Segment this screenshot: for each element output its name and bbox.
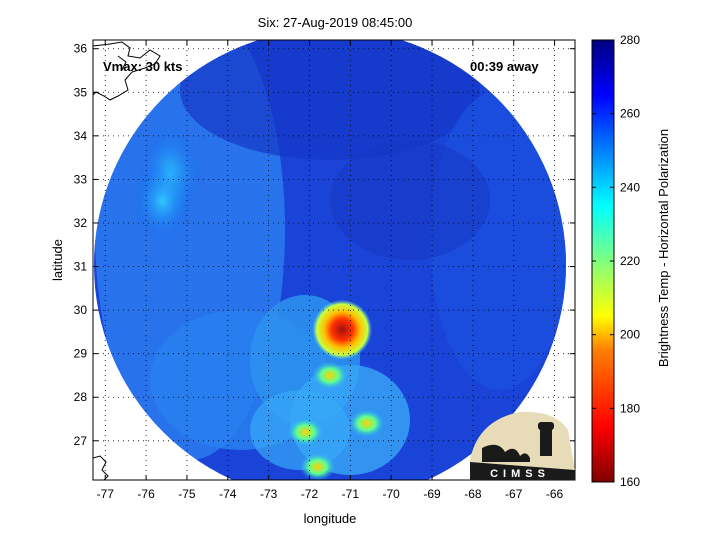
colorbar-tick-label: 280 [620,33,640,47]
x-tick-label: -66 [546,487,564,501]
x-tick-label: -75 [178,487,196,501]
band-cell-4 [299,452,336,480]
colorbar-label: Brightness Temp - Horizontal Polarizatio… [656,129,671,367]
time-away-label: 00:39 away [470,59,539,74]
x-tick-label: -76 [137,487,155,501]
colorbar-tick-label: 160 [620,475,640,489]
cimss-logo: CIMSS [470,411,575,480]
y-tick-label: 27 [74,434,88,448]
y-axis-ticks: 27 28 29 30 31 32 33 34 35 36 [74,42,575,448]
x-tick-label: -69 [423,487,441,501]
y-tick-label: 32 [74,216,88,230]
x-axis-ticks: -77 -76 -75 -74 -73 -72 -71 -70 -69 -68 -67 -66 [97,40,564,501]
cool-patch-west [132,161,193,242]
x-tick-label: -74 [219,487,237,501]
band-cell-1 [311,361,348,390]
x-tick-label: -73 [260,487,278,501]
y-tick-label: 36 [74,42,88,56]
grid [93,40,575,480]
colorbar-ticks: 280 260 240 220 200 180 160 [592,33,640,489]
x-tick-label: -72 [301,487,319,501]
band-cell-2 [348,409,385,438]
storm-ring [312,299,373,360]
x-tick-label: -68 [464,487,482,501]
colorbar-tick-label: 220 [620,254,640,268]
x-tick-label: -70 [383,487,401,501]
y-tick-label: 31 [74,260,88,274]
x-tick-label: -71 [342,487,360,501]
band-cell-3 [287,418,324,447]
y-axis-label: latitude [50,239,65,281]
y-tick-label: 30 [74,303,88,317]
y-tick-label: 33 [74,172,88,186]
colorbar-tick-label: 180 [620,401,640,415]
y-tick-label: 29 [74,347,88,361]
y-tick-label: 35 [74,85,88,99]
x-axis-label: longitude [304,511,357,526]
y-tick-label: 28 [74,390,88,404]
vmax-label: Vmax: 30 kts [103,59,183,74]
colorbar-tick-label: 240 [620,180,640,194]
colorbar-tick-label: 200 [620,328,640,342]
x-tick-label: -77 [97,487,115,501]
colorbar-tick-label: 260 [620,107,640,121]
x-tick-label: -67 [505,487,523,501]
plot-frame [92,39,576,481]
swath-image [94,40,566,480]
coastline [93,41,161,101]
cimss-logo-text: CIMSS [490,468,550,480]
chart-title: Six: 27-Aug-2019 08:45:00 [258,15,413,30]
y-tick-label: 34 [74,129,88,143]
